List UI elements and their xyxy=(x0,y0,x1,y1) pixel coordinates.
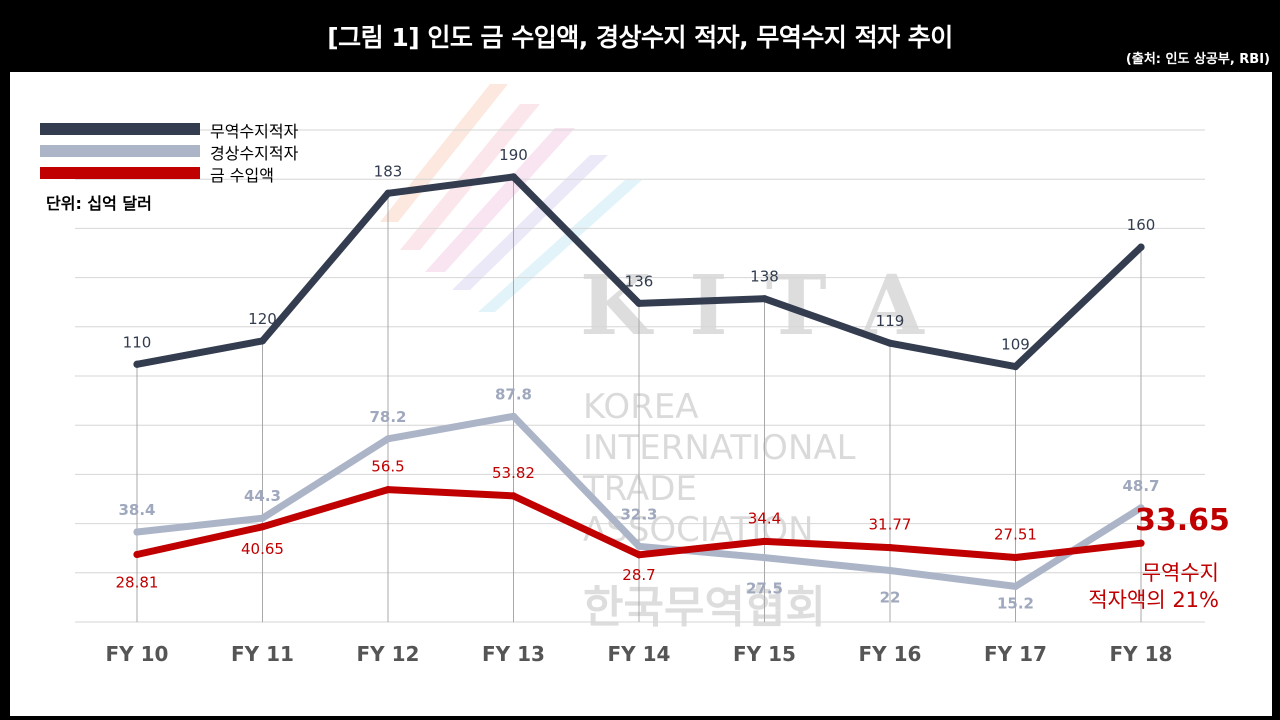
source-note: (출처: 인도 상공부, RBI) xyxy=(1125,52,1270,67)
point-gold xyxy=(1137,539,1145,547)
point-trade xyxy=(1011,363,1020,371)
data-label-current: 15.2 xyxy=(997,594,1034,612)
point-current xyxy=(509,412,518,420)
data-label-gold: 27.51 xyxy=(994,526,1037,544)
data-label-current: 48.7 xyxy=(1122,477,1159,495)
point-gold xyxy=(258,523,267,531)
data-label-gold: 28.7 xyxy=(622,566,655,584)
point-trade xyxy=(635,299,643,307)
data-label-trade: 160 xyxy=(1127,216,1156,234)
point-current xyxy=(886,566,894,575)
data-label-current: 87.8 xyxy=(495,385,532,403)
point-current xyxy=(384,435,392,443)
point-trade xyxy=(133,360,141,368)
point-gold xyxy=(635,551,643,559)
legend-swatch-gold xyxy=(40,167,200,179)
point-trade xyxy=(258,337,267,345)
point-current xyxy=(1137,504,1145,512)
data-label-gold: 31.77 xyxy=(869,516,912,534)
x-tick-label: FY 10 xyxy=(106,642,169,666)
point-gold xyxy=(133,550,141,559)
point-trade xyxy=(384,189,392,197)
point-gold xyxy=(1011,553,1020,562)
point-trade xyxy=(509,173,518,181)
grid xyxy=(75,129,1205,623)
data-label-trade: 138 xyxy=(750,268,779,286)
point-current xyxy=(258,514,267,522)
point-trade xyxy=(760,295,769,303)
point-current xyxy=(1011,582,1020,590)
x-tick-label: FY 12 xyxy=(357,642,420,666)
gold-share-callout: 무역수지 적자액의 21% xyxy=(1063,560,1219,614)
x-tick-label: FY 13 xyxy=(482,642,545,666)
point-gold xyxy=(886,543,894,552)
x-tick-label: FY 11 xyxy=(231,642,294,666)
point-current xyxy=(635,542,643,550)
callout-note-line2: 적자액의 21% xyxy=(1088,588,1219,612)
x-axis-ticks: FY 10 FY 11 FY 12 FY 13 FY 14 FY 15 FY 16 FY 17… xyxy=(106,642,1173,666)
point-current xyxy=(133,528,141,536)
series-lines xyxy=(133,173,1145,590)
point-gold xyxy=(384,486,392,494)
data-label-trade: 183 xyxy=(374,162,403,180)
x-tick-label: FY 14 xyxy=(608,642,671,666)
data-label-current: 38.4 xyxy=(118,501,155,519)
unit-label: 단위: 십억 달러 xyxy=(46,194,152,213)
data-labels: 110 120 183 190 136 138 119 109 160 38.4 44.3 78.2 8… xyxy=(116,146,1160,613)
point-gold xyxy=(760,537,769,546)
x-tick-label: FY 18 xyxy=(1110,642,1173,666)
legend-label-trade: 무역수지적자 xyxy=(210,122,299,141)
data-label-gold: 53.82 xyxy=(492,464,535,482)
legend-label-gold: 금 수입액 xyxy=(210,166,274,185)
legend-label-current: 경상수지적자 xyxy=(210,144,299,163)
data-label-trade: 190 xyxy=(499,146,528,164)
category-droplines xyxy=(136,176,1142,622)
data-label-trade: 110 xyxy=(123,333,152,351)
x-tick-label: FY 16 xyxy=(859,642,922,666)
x-tick-label: FY 17 xyxy=(984,642,1047,666)
data-label-current: 22 xyxy=(880,588,901,606)
x-tick-label: FY 15 xyxy=(733,642,796,666)
data-label-trade: 136 xyxy=(625,272,654,290)
point-trade xyxy=(886,339,894,347)
legend-swatch-trade xyxy=(40,123,200,135)
data-label-current: 32.3 xyxy=(620,505,657,523)
point-current xyxy=(760,553,769,562)
callout-note-line1: 무역수지 xyxy=(1141,561,1219,585)
point-trade xyxy=(1137,243,1145,251)
chart-title: [그림 1] 인도 금 수입액, 경상수지 적자, 무역수지 적자 추이 xyxy=(327,23,953,52)
legend-swatch-current xyxy=(40,145,200,157)
point-gold xyxy=(509,492,518,500)
data-label-trade: 120 xyxy=(248,310,277,328)
data-label-gold: 34.4 xyxy=(748,509,781,527)
data-label-current: 78.2 xyxy=(369,408,406,426)
data-label-current: 27.5 xyxy=(746,580,783,598)
data-label-gold: 56.5 xyxy=(371,458,404,476)
data-label-trade: 109 xyxy=(1001,336,1030,354)
data-label-gold: 40.65 xyxy=(241,540,284,558)
header-bar: [그림 1] 인도 금 수입액, 경상수지 적자, 무역수지 적자 추이 (출처… xyxy=(0,0,1280,72)
data-label-trade: 119 xyxy=(876,312,905,330)
data-label-gold: 28.81 xyxy=(116,574,159,592)
data-label-current: 44.3 xyxy=(244,487,281,505)
gold-fy18-callout-value: 33.65 xyxy=(1135,503,1230,538)
